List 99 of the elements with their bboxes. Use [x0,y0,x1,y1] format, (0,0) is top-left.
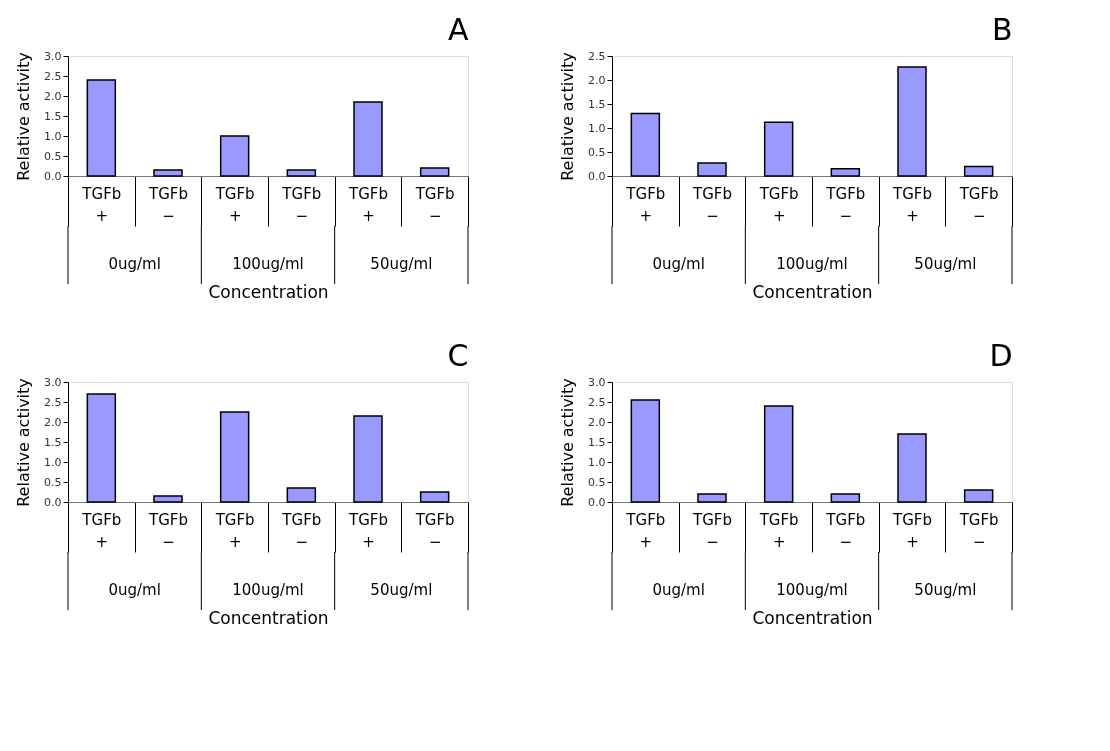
x-tick-label: TGFb + [214,184,255,225]
y-tick-label: 1.5 [44,435,62,449]
bar [697,493,727,503]
x-tick-label: TGFb − [825,184,866,225]
bar [963,489,994,503]
y-tick-label: 1.0 [44,455,62,469]
x-tick-label: TGFb + [81,184,122,225]
y-tick-label: 2.0 [588,73,606,87]
y-tick-label: 0.0 [588,169,606,183]
y-tick-label: 0.0 [588,495,606,509]
chart-title: B [991,12,1013,47]
x-tick-label: TGFb − [692,510,732,551]
x-tick-label: TGFb − [958,184,999,225]
y-tick-label: 0.5 [588,475,606,489]
y-tick-label: 3.0 [44,49,62,63]
y-tick-label: 1.0 [44,129,62,143]
bar [153,495,183,503]
bar [697,162,727,177]
bar [153,169,183,177]
bar [353,415,383,503]
x-tick-label: TGFb + [214,510,255,551]
bar [219,135,250,177]
text: 100ug/ml [776,255,848,273]
bar [353,101,383,177]
bar [763,121,794,177]
y-tick-label: 2.0 [588,415,606,429]
y-tick-label: 0.0 [44,169,62,183]
x-tick-label: TGFb + [81,510,122,551]
x-tick-label: TGFb + [625,184,666,225]
bar [830,493,861,503]
bar [419,491,450,503]
y-tick-label: 2.5 [588,395,606,409]
x-tick-label: TGFb − [281,510,322,551]
text: 100ug/ml [232,255,304,273]
y-tick-label: 2.5 [588,49,606,63]
x-tick-label: TGFb − [148,184,188,225]
y-axis-title: Relative activity [558,52,578,181]
x-tick-label: TGFb + [892,510,932,551]
y-axis-title: Relative activity [558,378,578,507]
text: 0ug/ml [652,255,705,273]
y-tick-label: 1.0 [588,455,606,469]
x-tick-label: TGFb + [758,184,799,225]
text: 0ug/ml [108,581,161,599]
text: 50ug/ml [370,255,433,273]
bar [419,167,450,177]
y-tick-label: 1.5 [588,435,606,449]
x-tick-label: TGFb + [892,184,932,225]
chart-title: C [447,338,469,373]
y-tick-label: 3.0 [44,375,62,389]
y-tick-label: 2.5 [44,69,62,83]
x-tick-label: TGFb − [414,184,455,225]
x-tick-label: TGFb + [348,510,388,551]
y-tick-label: 3.0 [588,375,606,389]
y-axis-title: Relative activity [14,52,34,181]
x-tick-label: TGFb − [825,510,866,551]
y-tick-label: 0.5 [44,149,62,163]
y-tick-label: 2.0 [44,415,62,429]
x-tick-label: TGFb − [281,184,322,225]
bar [219,411,250,503]
x-tick-label: TGFb − [148,510,188,551]
text: 0ug/ml [652,581,705,599]
bar [763,405,794,503]
y-axis-title: Relative activity [14,378,34,507]
x-tick-label: TGFb − [958,510,999,551]
bar [630,399,661,503]
text: 100ug/ml [776,581,848,599]
chart-title: D [989,338,1013,373]
y-tick-label: 2.0 [44,89,62,103]
text: 50ug/ml [914,581,977,599]
bar [286,487,317,503]
x-axis-title: Concentration [752,282,873,302]
text: 50ug/ml [914,255,977,273]
x-tick-label: TGFb + [348,184,388,225]
y-tick-label: 0.5 [44,475,62,489]
y-tick-label: 0.0 [44,495,62,509]
x-tick-label: TGFb + [625,510,666,551]
y-tick-label: 1.5 [588,97,606,111]
bar [830,168,861,177]
y-tick-label: 2.5 [44,395,62,409]
x-axis-title: Concentration [208,608,329,628]
chart-title: A [447,12,469,47]
y-tick-label: 1.0 [588,121,606,135]
x-tick-label: TGFb − [692,184,732,225]
bar [630,112,661,177]
x-axis-title: Concentration [752,608,873,628]
bar [286,169,317,177]
text: 50ug/ml [370,581,433,599]
y-tick-label: 0.5 [588,145,606,159]
bar [86,79,117,177]
x-axis-title: Concentration [208,282,329,302]
x-tick-label: TGFb + [758,510,799,551]
text: 0ug/ml [108,255,161,273]
bar [963,165,994,177]
bar [897,66,927,177]
text: 100ug/ml [232,581,304,599]
x-tick-label: TGFb − [414,510,455,551]
y-tick-label: 1.5 [44,109,62,123]
bar [86,393,117,503]
bar [897,433,927,503]
